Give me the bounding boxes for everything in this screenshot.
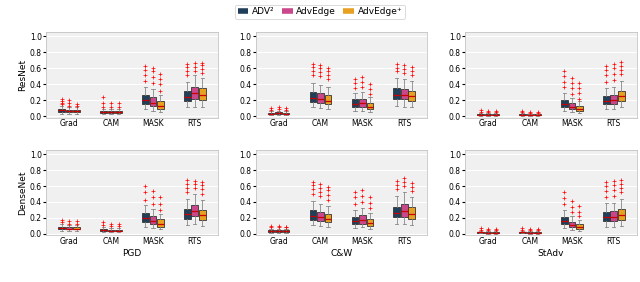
- PathPatch shape: [275, 230, 282, 232]
- PathPatch shape: [58, 226, 65, 229]
- PathPatch shape: [310, 92, 316, 102]
- PathPatch shape: [142, 213, 148, 222]
- PathPatch shape: [519, 232, 526, 233]
- Y-axis label: DenseNet: DenseNet: [18, 171, 27, 215]
- PathPatch shape: [74, 227, 80, 230]
- PathPatch shape: [568, 222, 575, 227]
- PathPatch shape: [603, 212, 609, 221]
- PathPatch shape: [115, 111, 122, 113]
- PathPatch shape: [484, 232, 492, 233]
- PathPatch shape: [618, 91, 625, 101]
- PathPatch shape: [561, 217, 568, 224]
- PathPatch shape: [477, 114, 484, 115]
- PathPatch shape: [108, 111, 115, 113]
- Y-axis label: ResNet: ResNet: [18, 59, 27, 91]
- PathPatch shape: [401, 89, 408, 99]
- PathPatch shape: [191, 205, 198, 217]
- PathPatch shape: [317, 212, 324, 221]
- PathPatch shape: [324, 213, 332, 222]
- PathPatch shape: [150, 216, 156, 224]
- PathPatch shape: [401, 204, 408, 217]
- PathPatch shape: [492, 232, 499, 233]
- PathPatch shape: [359, 99, 365, 107]
- PathPatch shape: [184, 208, 191, 219]
- PathPatch shape: [268, 113, 275, 114]
- PathPatch shape: [184, 91, 191, 101]
- PathPatch shape: [394, 207, 400, 217]
- PathPatch shape: [283, 230, 289, 232]
- PathPatch shape: [100, 229, 107, 231]
- X-axis label: C&W: C&W: [330, 249, 353, 258]
- X-axis label: StAdv: StAdv: [538, 249, 564, 258]
- PathPatch shape: [108, 230, 115, 232]
- PathPatch shape: [157, 102, 164, 109]
- PathPatch shape: [618, 209, 625, 220]
- PathPatch shape: [74, 110, 80, 112]
- PathPatch shape: [115, 230, 122, 232]
- PathPatch shape: [150, 97, 156, 106]
- PathPatch shape: [561, 100, 568, 107]
- PathPatch shape: [568, 103, 575, 109]
- PathPatch shape: [519, 114, 526, 115]
- PathPatch shape: [66, 227, 72, 230]
- PathPatch shape: [142, 95, 148, 104]
- PathPatch shape: [199, 210, 205, 220]
- PathPatch shape: [275, 112, 282, 114]
- PathPatch shape: [492, 114, 499, 115]
- PathPatch shape: [58, 109, 65, 111]
- PathPatch shape: [576, 106, 583, 111]
- PathPatch shape: [367, 219, 373, 226]
- PathPatch shape: [367, 103, 373, 109]
- X-axis label: PGD: PGD: [122, 249, 141, 258]
- PathPatch shape: [611, 212, 617, 221]
- PathPatch shape: [527, 232, 533, 233]
- PathPatch shape: [157, 219, 164, 227]
- PathPatch shape: [611, 95, 617, 104]
- PathPatch shape: [324, 95, 332, 104]
- Legend: ADV², AdvEdge, AdvEdge⁺: ADV², AdvEdge, AdvEdge⁺: [235, 5, 405, 19]
- PathPatch shape: [351, 99, 358, 107]
- PathPatch shape: [534, 232, 541, 233]
- PathPatch shape: [199, 88, 205, 100]
- PathPatch shape: [603, 96, 609, 104]
- PathPatch shape: [408, 207, 415, 219]
- PathPatch shape: [351, 217, 358, 224]
- PathPatch shape: [191, 87, 198, 99]
- PathPatch shape: [408, 91, 415, 101]
- PathPatch shape: [576, 224, 583, 229]
- PathPatch shape: [534, 114, 541, 115]
- PathPatch shape: [283, 113, 289, 114]
- PathPatch shape: [484, 114, 492, 115]
- PathPatch shape: [268, 230, 275, 232]
- PathPatch shape: [359, 215, 365, 224]
- PathPatch shape: [310, 210, 316, 220]
- PathPatch shape: [527, 114, 533, 115]
- PathPatch shape: [394, 88, 400, 99]
- PathPatch shape: [66, 110, 72, 112]
- PathPatch shape: [477, 232, 484, 233]
- PathPatch shape: [100, 111, 107, 113]
- PathPatch shape: [317, 93, 324, 103]
